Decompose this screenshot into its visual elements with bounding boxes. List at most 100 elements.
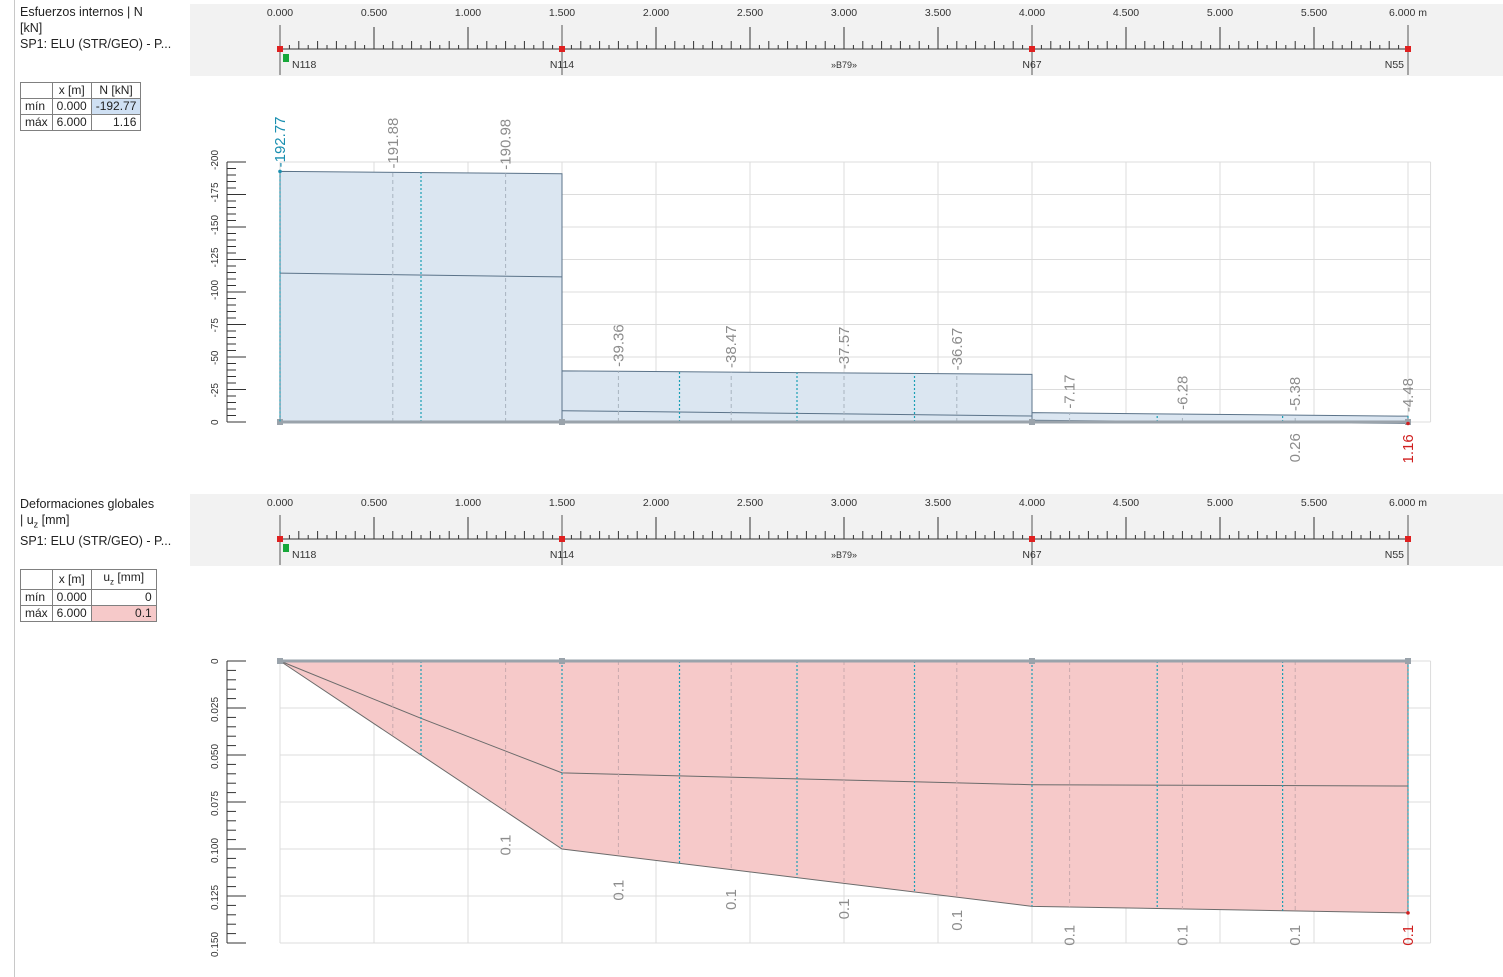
n-y-tick-label: -125 — [210, 247, 221, 267]
u-value-label: 0.1 — [949, 910, 966, 931]
u-ruler-tick-label: 3.000 — [831, 497, 857, 509]
u-row-max-label: máx — [20, 605, 53, 623]
n-y-tick-label: -50 — [210, 350, 221, 365]
n-table-header-n: N [kN] — [90, 82, 142, 99]
u-title-line-2c: [mm] — [38, 513, 70, 527]
u-ruler-tick-label: 1.000 — [455, 497, 481, 509]
n-value-label: -7.17 — [1062, 374, 1079, 408]
u-table-header-u: uz [mm] — [90, 568, 157, 591]
u-value-label: 0.1 — [1062, 925, 1079, 946]
u-inner-line — [279, 660, 1409, 787]
n-member-label: »B79» — [831, 60, 857, 70]
n-y-tick-label: -100 — [210, 280, 221, 300]
u-y-tick-label: 0 — [210, 658, 221, 664]
u-member-node — [1405, 658, 1411, 664]
n-ruler-tick-label: 3.500 — [925, 7, 951, 19]
n-value-label: -39.36 — [610, 324, 627, 367]
n-title-line-1: Esfuerzos internos | N — [20, 5, 143, 19]
n-value-label: -36.67 — [949, 328, 966, 371]
u-node-label: N67 — [1022, 549, 1041, 561]
u-value-label: 0.1 — [498, 835, 515, 856]
n-value-label: -37.57 — [836, 327, 853, 370]
n-node-label: N55 — [1385, 59, 1404, 71]
n-table-header-x: x [m] — [51, 82, 92, 99]
n-ruler-tick-label: 0.000 — [267, 7, 293, 19]
n-y-tick-label: -25 — [210, 383, 221, 398]
u-node-marker — [1029, 536, 1035, 542]
u-panel-title: Deformaciones globales | uz [mm] SP1: EL… — [20, 496, 190, 549]
n-value-label: 0.26 — [1287, 433, 1304, 462]
u-member-node — [559, 658, 565, 664]
u-title-line-2b: z — [33, 519, 39, 530]
u-node-marker — [277, 536, 283, 542]
u-value-label: 0.1 — [1174, 925, 1191, 946]
u-node-marker — [1405, 536, 1411, 542]
u-ruler-tick-label: 0.500 — [361, 497, 387, 509]
u-ruler-tick-label: 2.500 — [737, 497, 763, 509]
n-y-tick-label: 0 — [210, 419, 221, 425]
n-support-marker — [283, 54, 289, 62]
u-row-min-label: mín — [20, 589, 53, 607]
u-row-max-x: 6.000 — [51, 605, 92, 623]
n-node-marker — [1405, 46, 1411, 52]
u-ruler-band — [190, 494, 1503, 566]
n-chart: 0 -25 -50 -75 -100 -125 -150 -175 -200 -192.77 -19… — [210, 117, 1432, 464]
n-ruler-tick-label: 0.500 — [361, 7, 387, 19]
u-title-line-3: SP1: ELU (STR/GEO) - P... — [20, 533, 172, 548]
n-title-line-2: [kN] — [20, 21, 43, 35]
u-title-line-2a: | u — [20, 513, 34, 527]
u-support-marker — [283, 544, 289, 552]
u-chart: 0 0.025 0.050 0.075 0.100 0.125 0.150 0.1 0.1 0.1… — [210, 658, 1432, 957]
n-node-label: N67 — [1022, 59, 1041, 71]
u-ruler-tick-label: 2.000 — [643, 497, 669, 509]
n-row-max-label: máx — [20, 114, 53, 131]
panel-left-border — [14, 0, 15, 977]
n-panel-title: Esfuerzos internos | N [kN] SP1: ELU (ST… — [20, 4, 190, 52]
n-y-tick-label: -200 — [210, 150, 221, 170]
u-ruler-tick-label: 5.000 — [1207, 497, 1233, 509]
n-ruler-tick-label: 1.000 — [455, 7, 481, 19]
u-ruler-tick-label: 1.500 — [549, 497, 575, 509]
u-table-row-max: máx 6.000 0.1 — [20, 605, 157, 623]
n-value-label: -192.77 — [272, 117, 289, 168]
u-member-node — [277, 658, 283, 664]
u-ruler-tick-label: 5.500 — [1301, 497, 1327, 509]
u-y-tick-label: 0.050 — [210, 744, 221, 769]
u-value-label: 0.1 — [1400, 925, 1417, 946]
u-ruler-tick-label: 4.500 — [1113, 497, 1139, 509]
n-node-label: N114 — [550, 59, 574, 71]
n-node-marker — [1029, 46, 1035, 52]
n-ruler-tick-label: 3.000 — [831, 7, 857, 19]
n-table-row-max: máx 6.000 1.16 — [20, 114, 142, 131]
n-y-tick-label: -75 — [210, 318, 221, 333]
u-member-label: »B79» — [831, 550, 857, 560]
n-node-marker — [277, 46, 283, 52]
u-value-label: 0.1 — [723, 889, 740, 910]
n-member-node — [277, 419, 283, 425]
n-ruler-tick-label: 4.000 — [1019, 7, 1045, 19]
n-value-label: -38.47 — [723, 325, 740, 368]
u-ruler-tick-label: 4.000 — [1019, 497, 1045, 509]
n-node-label: N118 — [292, 59, 316, 71]
u-node-label: N55 — [1385, 549, 1404, 561]
u-node-label: N114 — [550, 549, 574, 561]
u-ruler-tick-label: 0.000 — [267, 497, 293, 509]
u-y-tick-label: 0.125 — [210, 885, 221, 910]
n-ruler-tick-label: 5.500 — [1301, 7, 1327, 19]
n-row-max-x: 6.000 — [51, 114, 92, 131]
n-ruler-band — [190, 4, 1503, 76]
n-row-max-value: 1.16 — [90, 114, 142, 131]
u-y-tick-label: 0.150 — [210, 932, 221, 957]
u-table-header-x: x [m] — [51, 568, 92, 591]
u-y-tick-label: 0.025 — [210, 697, 221, 722]
u-value-label: 0.1 — [610, 880, 627, 901]
n-y-tick-label: -175 — [210, 182, 221, 202]
u-max-point — [1406, 911, 1410, 915]
u-title-line-1: Deformaciones globales — [20, 497, 155, 511]
u-node-marker — [559, 536, 565, 542]
n-member-node — [1029, 419, 1035, 425]
u-row-max-value: 0.1 — [90, 605, 157, 623]
n-node-marker — [559, 46, 565, 52]
n-value-label: -190.98 — [498, 119, 515, 170]
n-ruler-tick-label: 5.000 — [1207, 7, 1233, 19]
